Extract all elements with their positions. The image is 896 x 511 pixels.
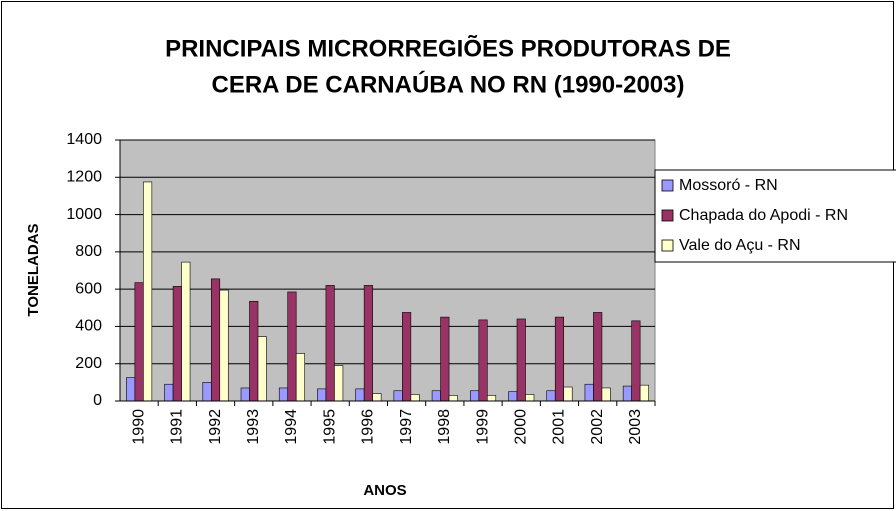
bar [448, 395, 458, 402]
bar [240, 387, 250, 402]
x-tick-label: 1994 [283, 409, 300, 445]
bar [601, 387, 611, 402]
bar [639, 384, 649, 402]
bar [593, 312, 603, 402]
x-axis-title: ANOS [363, 482, 406, 499]
x-tick-label: 1997 [398, 409, 415, 445]
x-tick-label: 2001 [551, 409, 568, 445]
x-tick-label: 1992 [207, 409, 224, 445]
chart-title: CERA DE CARNAÚBA NO RN (1990-2003) [212, 70, 685, 98]
plot-area [119, 139, 656, 402]
x-tick-label: 1993 [245, 409, 262, 445]
bar [410, 394, 420, 402]
bar [219, 289, 229, 402]
y-axis-title: TONELADAS [25, 223, 42, 316]
bar [486, 395, 497, 402]
chart-title: PRINCIPAIS MICRORREGIÕES PRODUTORAS DE [165, 34, 731, 62]
bar [164, 383, 174, 402]
bar [295, 353, 306, 402]
bar [469, 390, 480, 402]
bar [126, 377, 136, 402]
bar [317, 388, 327, 402]
bar [249, 300, 259, 402]
bar [257, 336, 267, 402]
legend-label: Chapada do Apodi - RN [679, 207, 848, 224]
y-tick-label: 800 [75, 243, 102, 260]
x-tick-label: 1996 [360, 409, 377, 445]
x-tick-label: 2002 [589, 409, 606, 445]
bar [584, 383, 594, 402]
bar [393, 390, 403, 402]
bar [516, 318, 526, 402]
legend [654, 169, 896, 263]
bar [143, 181, 153, 402]
bar [172, 286, 182, 402]
y-tick-label: 1000 [66, 206, 102, 223]
y-tick-label: 1400 [66, 131, 102, 148]
bar [325, 285, 335, 402]
bar [563, 386, 573, 402]
bar [631, 320, 641, 402]
bar [181, 261, 191, 402]
bar [525, 394, 535, 402]
x-tick-label: 1999 [474, 409, 491, 445]
x-tick-label: 1990 [130, 409, 147, 445]
legend-label: Vale do Açu - RN [679, 237, 801, 254]
x-tick-label: 2003 [627, 409, 644, 445]
bar [134, 282, 144, 402]
bar [278, 387, 289, 402]
bar [287, 291, 297, 402]
legend-label: Mossoró - RN [679, 177, 778, 194]
x-tick-label: 2000 [512, 409, 529, 445]
x-tick-label: 1995 [321, 409, 338, 445]
bar [210, 278, 221, 402]
bar [372, 393, 382, 402]
legend-swatch [661, 179, 674, 192]
y-tick-label: 400 [75, 318, 102, 335]
bar [402, 312, 412, 402]
bar [355, 388, 365, 402]
y-tick-label: 1200 [66, 169, 102, 186]
y-tick-label: 600 [75, 280, 102, 297]
bar [334, 365, 344, 402]
bar [202, 382, 212, 402]
x-tick-label: 1998 [436, 409, 453, 445]
legend-swatch [661, 239, 674, 252]
legend-swatch [661, 209, 674, 222]
bar [363, 285, 373, 402]
bar [622, 385, 632, 402]
bar [440, 316, 450, 402]
bar [431, 390, 441, 402]
y-tick-label: 200 [75, 355, 102, 372]
bar [478, 319, 488, 402]
bar [546, 390, 556, 402]
bar [508, 391, 518, 402]
bar [554, 316, 565, 402]
x-tick-label: 1991 [169, 409, 186, 445]
y-tick-label: 0 [93, 392, 102, 409]
